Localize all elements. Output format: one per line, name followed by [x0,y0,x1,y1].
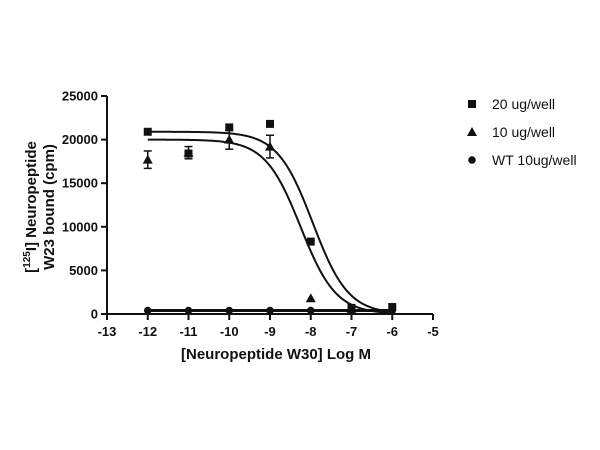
y-tick-label: 20000 [62,132,98,147]
x-axis-title: [Neuropeptide W30] Log M [181,346,371,363]
x-tick-label: -7 [346,324,358,339]
axis-layer: 0 5000 10000 15000 20000 25000 -13 -12 -11 -10 -9 -… [62,89,439,340]
legend-marker-circle [468,156,476,164]
x-tick-label: -6 [386,324,398,339]
data-point-triangle [183,147,194,157]
y-tick-label: 25000 [62,89,98,104]
fit-curve-1 [147,138,393,315]
y-axis-title-suffix: I] Neuropeptide [23,141,40,251]
data-point-square [266,119,274,128]
x-tick-label: -13 [98,324,117,339]
data-point-circle [306,306,315,315]
legend: 20 ug/well 10 ug/well WT 10ug/well [467,96,577,168]
plot-layer [142,119,397,315]
y-axis-title-prefix: [ [23,268,40,273]
x-tick-label: -5 [427,324,439,339]
legend-label: WT 10ug/well [492,152,577,168]
x-tick-label: -11 [179,324,197,339]
data-point-triangle [265,141,275,151]
data-point-triangle [142,154,153,164]
x-tick-label: -10 [220,324,239,339]
legend-marker-triangle [467,127,477,136]
fit-curve-0 [147,130,393,313]
data-point-square [143,127,152,136]
data-point-circle [347,306,356,315]
x-tick-label: -9 [264,324,276,339]
y-axis-title-line1: [125I] Neuropeptide [22,141,40,273]
y-tick-label: 5000 [69,263,98,278]
data-point-square [225,123,234,132]
data-point-circle [184,306,193,315]
y-axis-title-line2: W23 bound (cpm) [41,144,58,270]
data-point-circle [225,306,234,315]
data-point-triangle [224,134,235,144]
y-tick-label: 0 [91,307,98,322]
y-tick-label: 15000 [62,176,98,191]
data-point-circle [143,306,152,315]
data-point-square [306,237,315,246]
data-point-triangle [305,293,316,303]
legend-marker-square [468,100,476,108]
x-tick-label: -12 [138,324,157,339]
data-point-circle [266,306,274,315]
legend-label: 10 ug/well [492,124,555,140]
y-axis-title-superscript: 125 [22,251,33,268]
x-tick-label: -8 [305,324,317,339]
legend-label: 20 ug/well [492,96,555,112]
y-tick-label: 10000 [62,219,98,234]
data-point-circle [388,306,397,315]
